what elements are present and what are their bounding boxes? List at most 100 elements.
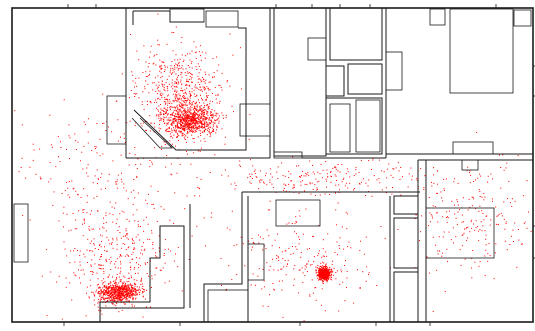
heat-dot <box>381 189 383 191</box>
heat-dot <box>326 173 328 175</box>
heat-dot <box>132 203 134 205</box>
heat-dot <box>108 297 110 299</box>
heat-dot <box>130 191 132 193</box>
heat-dot <box>372 159 374 161</box>
heat-dot <box>189 97 191 99</box>
heat-dot <box>128 287 130 289</box>
heat-dot <box>175 116 177 118</box>
heat-dot <box>216 125 218 127</box>
heat-dot <box>101 292 103 294</box>
heat-dot <box>177 69 179 71</box>
heat-dot <box>293 187 295 188</box>
heat-dot <box>134 273 136 274</box>
heat-dot <box>115 223 117 225</box>
heat-dot <box>335 209 337 211</box>
heat-dot <box>100 292 102 294</box>
heat-dot <box>331 279 333 281</box>
heat-dot <box>378 159 380 161</box>
heat-dot <box>164 249 166 251</box>
heat-dot <box>213 110 215 112</box>
heat-dot <box>124 297 126 299</box>
heat-dot <box>440 191 442 193</box>
heat-dot <box>189 103 191 105</box>
heat-dot <box>103 285 105 287</box>
heat-dot <box>200 135 202 136</box>
heat-dot <box>213 129 214 130</box>
heat-dot <box>202 131 203 133</box>
bm-closet-3 <box>393 271 419 323</box>
heat-dot <box>304 265 306 267</box>
heat-dot <box>326 186 327 188</box>
heat-dot <box>120 299 122 301</box>
heat-dot <box>322 275 324 277</box>
heat-dot <box>119 289 121 291</box>
heat-dot <box>154 126 156 128</box>
heat-dot <box>101 240 103 242</box>
heat-dot <box>189 91 191 92</box>
heat-dot <box>93 244 95 246</box>
heat-dot <box>71 180 73 182</box>
heat-dot <box>177 115 179 117</box>
heat-dot <box>124 255 126 257</box>
heat-dot <box>214 122 216 124</box>
heat-dot <box>162 84 164 86</box>
heat-dot <box>193 116 195 118</box>
heat-dot <box>526 180 528 182</box>
heat-dot <box>94 295 96 297</box>
heat-dot <box>204 109 206 111</box>
heat-dot <box>114 283 116 284</box>
heat-dot <box>322 248 324 250</box>
heat-dot <box>270 173 272 175</box>
heat-dot <box>171 114 173 116</box>
heat-dot <box>215 119 217 121</box>
heat-dot <box>327 272 329 274</box>
heat-dot <box>181 135 183 137</box>
heat-dot <box>202 118 204 120</box>
heat-dot <box>113 294 115 296</box>
heat-dot <box>212 130 214 132</box>
heat-dot <box>185 117 187 119</box>
heat-dot <box>168 83 170 85</box>
heat-dot <box>98 293 100 295</box>
heat-dot <box>191 115 193 117</box>
tm-cabinet <box>307 37 327 61</box>
heat-dot <box>127 255 129 257</box>
heat-dot <box>123 296 125 298</box>
heat-dot <box>320 163 322 165</box>
heat-dot <box>96 195 98 197</box>
heat-dot <box>173 122 175 124</box>
heat-dot <box>353 302 355 304</box>
heat-dot <box>105 298 107 300</box>
heat-dot <box>114 300 116 302</box>
heat-dot <box>199 110 201 112</box>
heat-dot <box>189 129 191 131</box>
heat-dot <box>203 88 205 90</box>
heat-dot <box>182 97 184 99</box>
heat-dot <box>190 113 192 115</box>
heat-dot <box>128 297 130 299</box>
heat-dot <box>131 238 133 240</box>
heat-dot <box>181 290 183 292</box>
heat-dot <box>151 122 153 124</box>
heat-dot <box>203 114 205 115</box>
heat-dot <box>470 221 472 223</box>
heat-dot <box>151 287 152 288</box>
heat-dot <box>189 102 191 103</box>
heat-dot <box>114 285 116 287</box>
heat-dot <box>206 111 208 113</box>
heat-dot <box>143 290 145 292</box>
heat-dot <box>215 113 217 115</box>
heat-dot <box>335 184 337 186</box>
heat-dot <box>386 168 388 170</box>
heat-dot <box>323 272 325 274</box>
heat-dot <box>201 114 203 116</box>
heat-dot <box>131 287 132 288</box>
heat-dot <box>446 248 448 250</box>
heat-dot <box>137 290 139 292</box>
heat-dot <box>121 285 123 287</box>
heat-dot <box>122 289 124 291</box>
heat-dot <box>118 293 119 295</box>
heat-dot <box>326 269 328 270</box>
heat-dot <box>107 276 109 278</box>
heat-dot <box>183 136 185 138</box>
